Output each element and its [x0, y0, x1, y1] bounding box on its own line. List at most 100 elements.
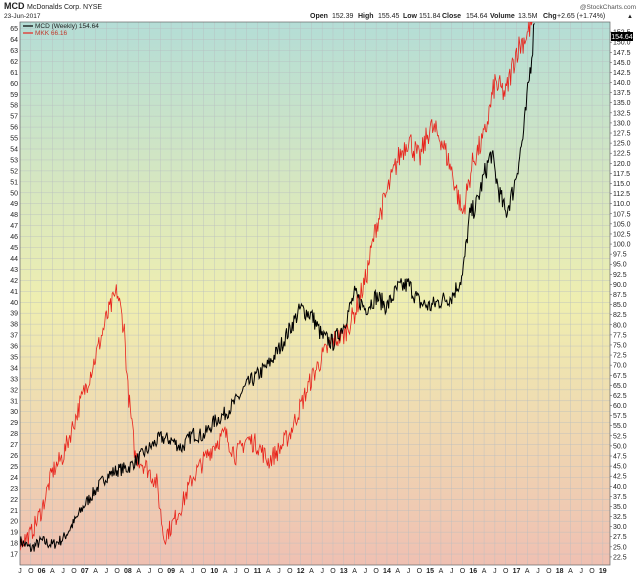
left-tick-label: 60: [10, 81, 18, 88]
right-tick-label: 40.0: [613, 484, 627, 491]
right-tick-label: 55.0: [613, 423, 627, 430]
volume-label: Volume: [490, 13, 515, 20]
right-tick-label: 35.0: [613, 504, 627, 511]
left-tick-label: 49: [10, 201, 18, 208]
x-tick-label: 09: [167, 568, 175, 575]
x-tick-label: A: [266, 568, 271, 575]
left-tick-label: 52: [10, 168, 18, 175]
x-tick-label: A: [136, 568, 141, 575]
x-tick-label: A: [223, 568, 228, 575]
left-tick-label: 26: [10, 453, 18, 460]
right-tick-label: 142.5: [613, 70, 631, 77]
right-tick-label: 147.5: [613, 50, 631, 57]
stockcharts-watermark: @StockCharts.com: [580, 4, 636, 11]
left-tick-label: 55: [10, 136, 18, 143]
left-tick-label: 32: [10, 387, 18, 394]
grid-lines: [19, 22, 610, 565]
right-tick-label: 105.0: [613, 221, 631, 228]
right-tick-label: 85.0: [613, 302, 627, 309]
x-tick-label: A: [180, 568, 185, 575]
x-tick-label: A: [482, 568, 487, 575]
right-tick-label: 50.0: [613, 443, 627, 450]
x-tick-label: O: [546, 568, 552, 575]
x-tick-label: A: [50, 568, 55, 575]
x-tick-label: 18: [556, 568, 564, 575]
x-tick-label: 13: [340, 568, 348, 575]
left-tick-label: 24: [10, 475, 18, 482]
x-tick-label: A: [525, 568, 530, 575]
x-tick-label: J: [105, 568, 109, 575]
right-tick-label: 120.0: [613, 161, 631, 168]
plot-background: [20, 22, 610, 565]
x-tick-label: 08: [124, 568, 132, 575]
right-tick-label: 92.5: [613, 272, 627, 279]
left-tick-label: 61: [10, 70, 18, 77]
x-tick-label: O: [158, 568, 164, 575]
left-tick-label: 51: [10, 179, 18, 186]
x-tick-label: J: [450, 568, 454, 575]
chg-up-arrow-icon: ▲: [627, 14, 633, 20]
left-axis: 17 18 19 20 21 22 23 24 25 26 27 28 29 30 31 32 33 34 35 36…: [10, 26, 18, 558]
high-value: 155.45: [378, 13, 400, 20]
left-tick-label: 39: [10, 311, 18, 318]
symbol: MCD: [4, 1, 25, 11]
x-tick-label: J: [148, 568, 152, 575]
right-tick-label: 80.0: [613, 322, 627, 329]
left-tick-label: 22: [10, 497, 18, 504]
chart-date: 23-Jun-2017: [4, 13, 41, 20]
x-tick-label: 07: [81, 568, 89, 575]
right-tick-label: 67.5: [613, 373, 627, 380]
left-tick-label: 64: [10, 37, 18, 44]
right-tick-label: 65.0: [613, 383, 627, 390]
x-tick-label: O: [417, 568, 423, 575]
left-tick-label: 34: [10, 365, 18, 372]
right-tick-label: 107.5: [613, 211, 631, 218]
right-tick-label: 47.5: [613, 453, 627, 460]
x-tick-label: O: [460, 568, 466, 575]
right-tick-label: 60.0: [613, 403, 627, 410]
left-tick-label: 33: [10, 376, 18, 383]
plot-frame: [19, 21, 611, 566]
x-axis: J O 06 A J O 07 A J O 08 A J O 09 A J O 10 A J O 11 A J O 12 A J O 13 A…: [18, 568, 607, 575]
x-tick-label: O: [114, 568, 120, 575]
left-tick-label: 41: [10, 289, 18, 296]
left-tick-label: 30: [10, 409, 18, 416]
chart-legend: MCD (Weekly) 154.64 MKK 66.16: [23, 23, 99, 37]
close-label: Close: [442, 13, 461, 20]
left-tick-label: 27: [10, 442, 18, 449]
left-tick-label: 25: [10, 464, 18, 471]
x-tick-label: O: [287, 568, 293, 575]
left-tick-label: 31: [10, 398, 18, 405]
left-tick-label: 38: [10, 322, 18, 329]
right-tick-label: 27.5: [613, 534, 627, 541]
x-tick-label: 12: [297, 568, 305, 575]
chg-label: Chg: [543, 13, 557, 20]
x-tick-label: J: [277, 568, 281, 575]
left-tick-label: 21: [10, 508, 18, 515]
x-tick-label: O: [589, 568, 595, 575]
right-tick-label: 150.0: [613, 40, 631, 47]
right-tick-label: 132.5: [613, 110, 631, 117]
right-tick-label: 102.5: [613, 231, 631, 238]
left-tick-label: 58: [10, 103, 18, 110]
left-tick-label: 47: [10, 223, 18, 230]
left-tick-label: 18: [10, 541, 18, 548]
right-tick-label: 115.0: [613, 181, 630, 188]
right-tick-label: 90.0: [613, 282, 627, 289]
right-tick-label: 137.5: [613, 90, 631, 97]
x-tick-label: 19: [599, 568, 607, 575]
x-tick-label: J: [234, 568, 238, 575]
chart-header: MCD McDonalds Corp. NYSE 23-Jun-2017 Ope…: [4, 1, 636, 20]
x-tick-label: 14: [383, 568, 391, 575]
last-value-text: 154.64: [611, 34, 633, 41]
x-tick-label: 15: [426, 568, 434, 575]
left-tick-label: 48: [10, 212, 18, 219]
left-tick-label: 36: [10, 344, 18, 351]
x-tick-label: J: [579, 568, 583, 575]
x-tick-label: O: [244, 568, 250, 575]
right-tick-label: 62.5: [613, 393, 627, 400]
right-tick-label: 87.5: [613, 292, 627, 299]
x-tick-label: J: [407, 568, 411, 575]
left-tick-label: 19: [10, 530, 18, 537]
